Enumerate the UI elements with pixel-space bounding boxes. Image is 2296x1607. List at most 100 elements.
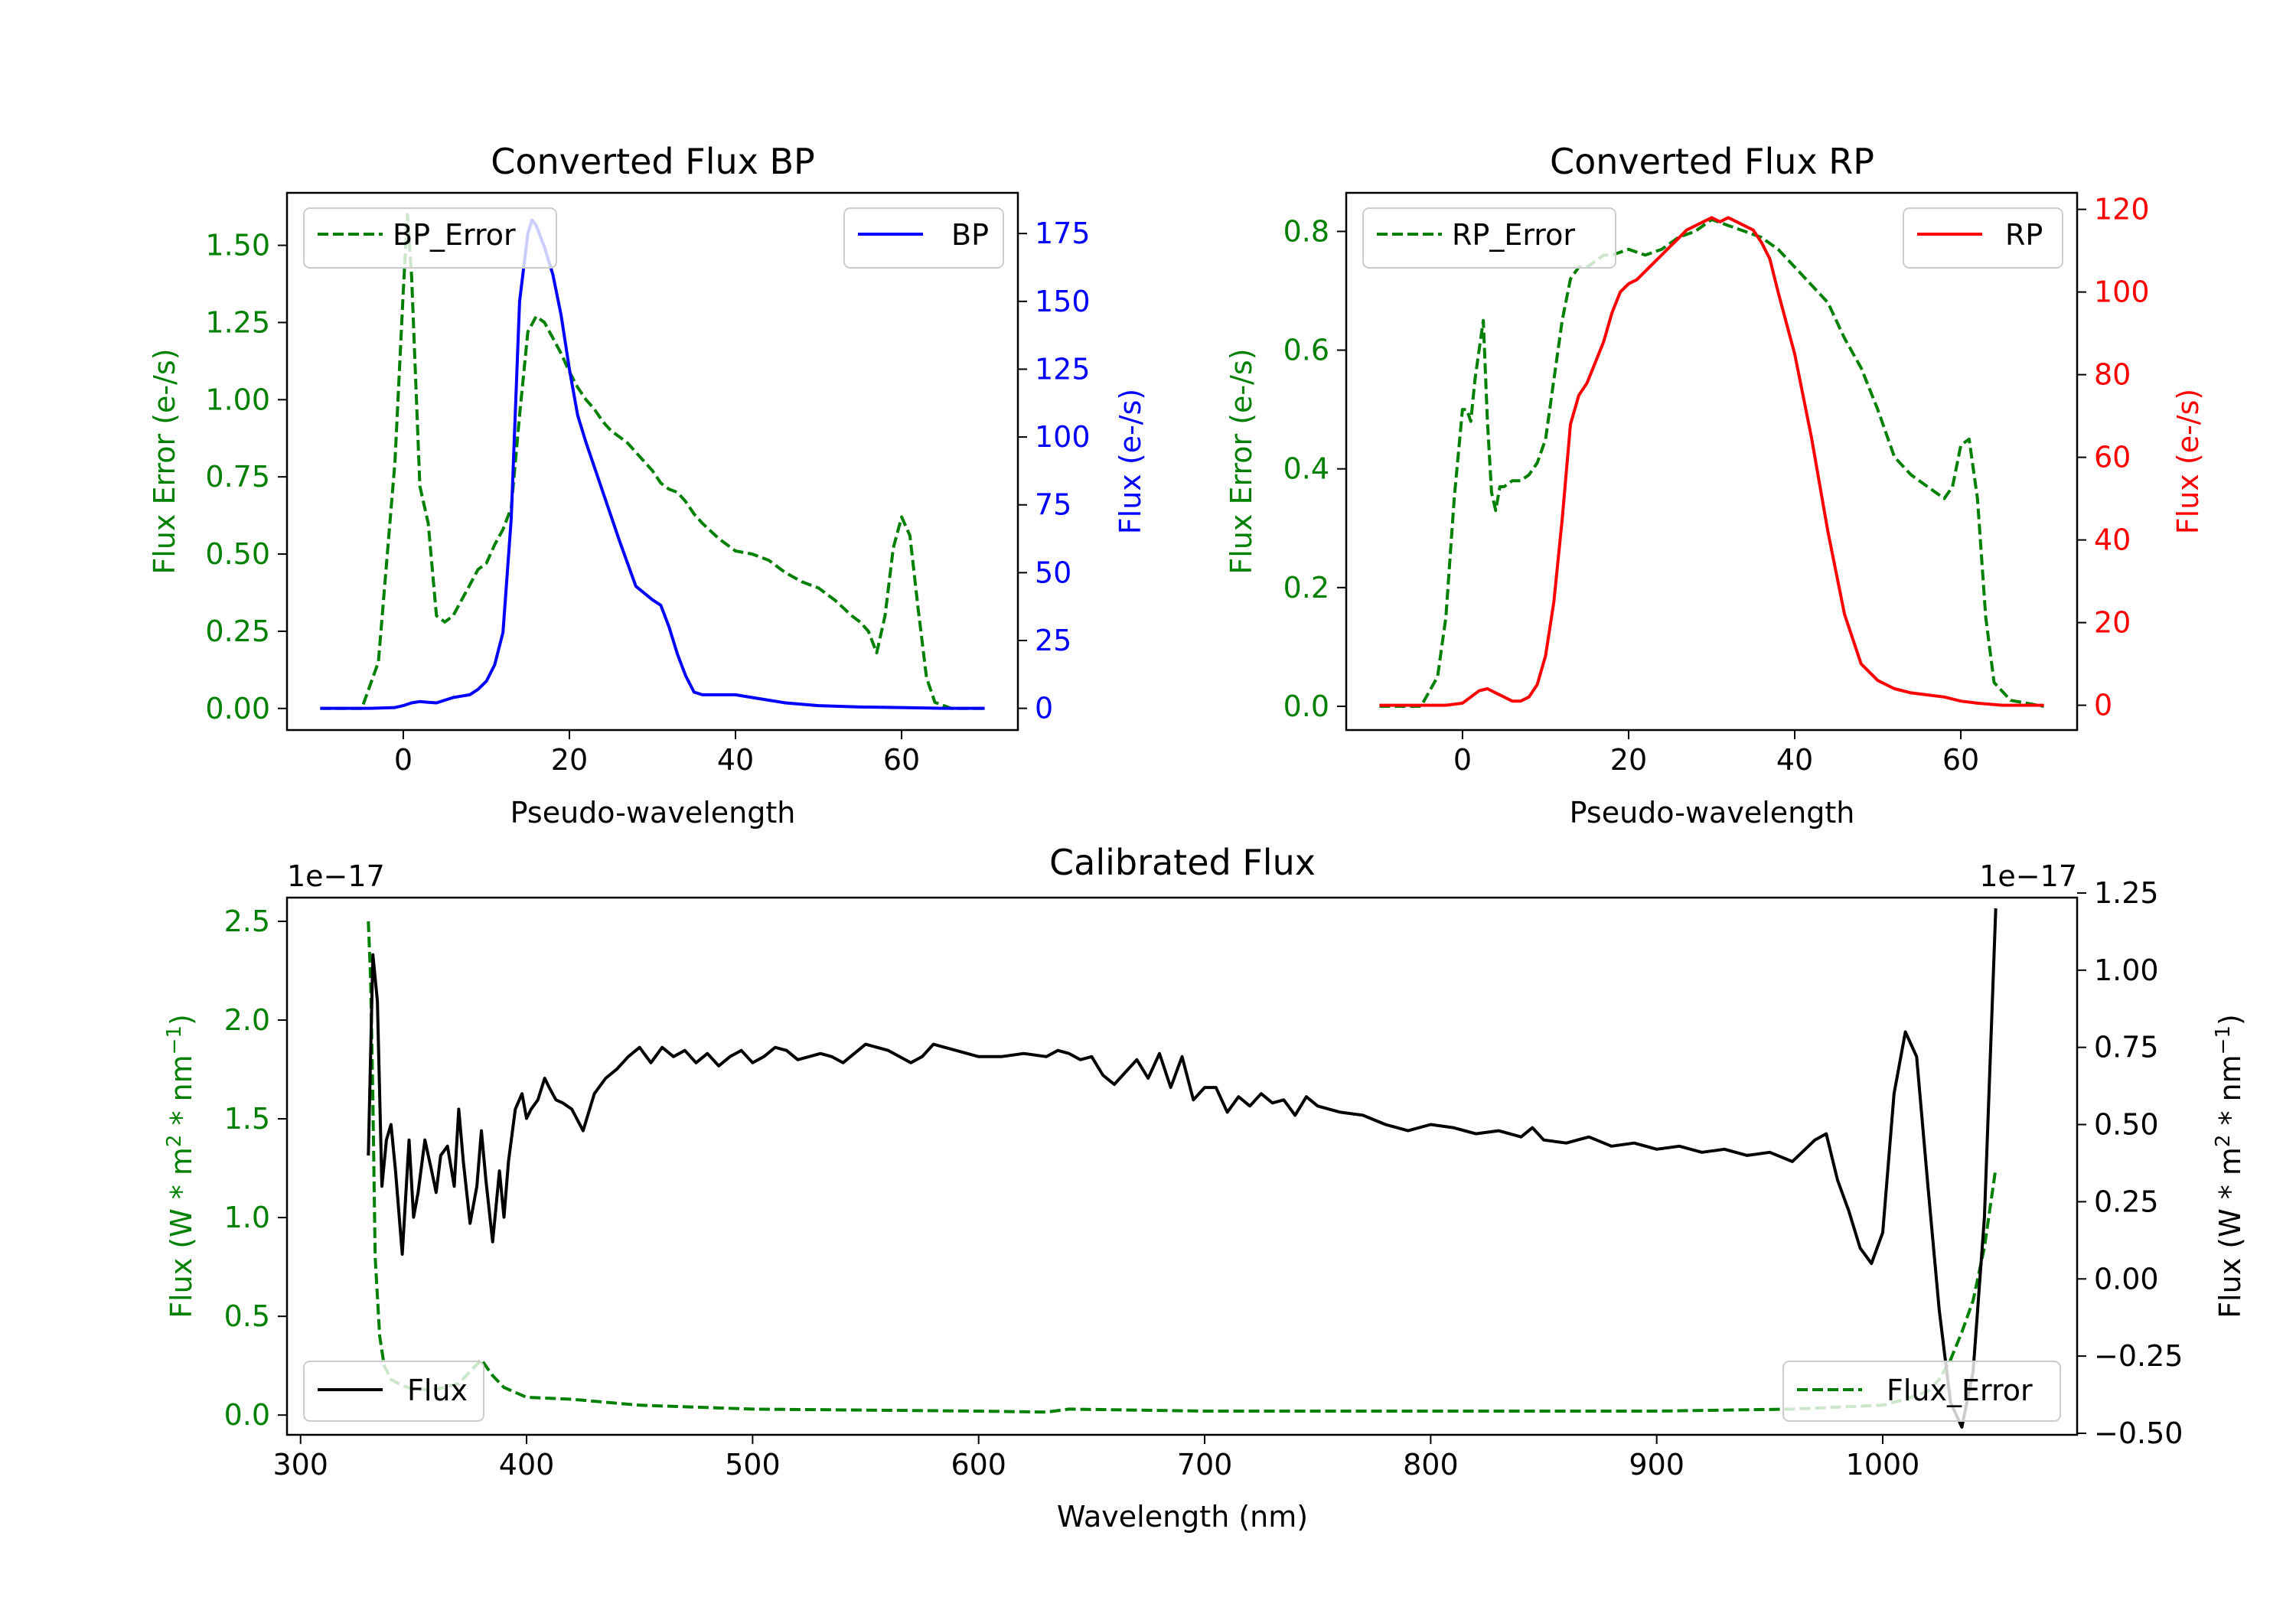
cal-ytick-right-label: −0.50 xyxy=(2094,1416,2183,1450)
cal-ylabel-left: Flux (W * m2 * nm−1) xyxy=(163,1014,198,1319)
cal-ytick-right-label: 0.00 xyxy=(2094,1262,2159,1296)
bp-legend-error: BP_Error xyxy=(303,207,557,269)
cal-legend-error: Flux_Error xyxy=(1782,1361,2061,1422)
bp-lines xyxy=(320,213,985,710)
rp-ytick-left-label: 0.2 xyxy=(1283,571,1329,605)
rp-legend-error: RP_Error xyxy=(1362,207,1616,269)
bp-ytick-right-label: 150 xyxy=(1035,285,1091,318)
bp-ytick-right-label: 75 xyxy=(1035,488,1071,522)
cal-panel: Calibrated Flux 1e−17 1e−17 300 400 500 600… xyxy=(163,842,2247,1534)
bp-legend-flux-box xyxy=(843,207,1004,269)
cal-series-flux-error xyxy=(367,921,1998,1414)
rp-title: Converted Flux RP xyxy=(1550,141,1874,182)
bp-xtick-label: 60 xyxy=(883,743,920,777)
rp-legend-flux-label: RP xyxy=(2005,218,2043,252)
cal-ytick-left-label: 2.5 xyxy=(224,905,270,938)
cal-ytick-right-label: 1.00 xyxy=(2094,953,2159,987)
cal-offset-right: 1e−17 xyxy=(1979,859,2077,893)
cal-xtick-label: 600 xyxy=(951,1448,1006,1482)
bp-ytick-right-label: 100 xyxy=(1035,420,1091,454)
cal-series-flux xyxy=(367,908,1998,1429)
bp-legend-flux: BP xyxy=(843,207,1004,269)
rp-ytick-left-label: 0.0 xyxy=(1283,689,1329,723)
cal-xtick-label: 700 xyxy=(1177,1448,1233,1482)
rp-xlabel: Pseudo-wavelength xyxy=(1570,796,1855,830)
rp-axes-frame xyxy=(1345,191,2079,732)
rp-legend-error-box xyxy=(1362,207,1616,269)
rp-ylabel-right: Flux (e-/s) xyxy=(2171,389,2205,534)
bp-ytick-right-label: 50 xyxy=(1035,556,1071,589)
rp-xtick-label: 40 xyxy=(1776,743,1813,777)
rp-ticks: 0 20 40 60 0.0 0.2 0.4 0.6 0.8 0 20 40 60 80 100 120 xyxy=(1283,193,2150,777)
bp-panel: Converted Flux BP 0 20 40 60 0.00 0.25 0.50 0.7… xyxy=(148,141,1147,830)
rp-ytick-right-label: 60 xyxy=(2094,441,2131,474)
cal-ytick-right-label: 1.25 xyxy=(2094,876,2159,910)
bp-ytick-left-label: 1.00 xyxy=(205,383,270,416)
bp-series-bp xyxy=(320,218,985,710)
bp-ytick-right-label: 0 xyxy=(1035,692,1053,725)
bp-xlabel: Pseudo-wavelength xyxy=(510,796,796,830)
cal-title: Calibrated Flux xyxy=(1049,842,1316,883)
rp-ytick-right-label: 40 xyxy=(2094,523,2131,557)
bp-xtick-label: 20 xyxy=(551,743,588,777)
cal-legend-flux-box xyxy=(303,1361,484,1422)
cal-lines xyxy=(367,908,1998,1429)
bp-ytick-right-label: 175 xyxy=(1035,217,1091,250)
rp-ytick-right-label: 80 xyxy=(2094,358,2131,392)
bp-series-bp-error xyxy=(320,213,985,710)
rp-xtick-label: 0 xyxy=(1453,743,1472,777)
rp-lines xyxy=(1379,216,2044,708)
cal-xtick-label: 900 xyxy=(1629,1448,1684,1482)
bp-title: Converted Flux BP xyxy=(491,141,815,182)
cal-xtick-label: 300 xyxy=(272,1448,328,1482)
cal-xtick-label: 800 xyxy=(1403,1448,1459,1482)
bp-ticks: 0 20 40 60 0.00 0.25 0.50 0.75 1.00 1.25 1.50 0 25 50… xyxy=(205,217,1090,777)
cal-legend-flux-label: Flux xyxy=(407,1374,468,1407)
cal-offset-left: 1e−17 xyxy=(287,859,385,893)
cal-ticks: 300 400 500 600 700 800 900 1000 0.0 0.5 1.0 1.5 2.0… xyxy=(224,876,2183,1482)
cal-legend-error-label: Flux_Error xyxy=(1887,1374,2033,1407)
cal-ylabel-right: Flux (W * m2 * nm−1) xyxy=(2212,1014,2247,1319)
rp-legend-flux: RP xyxy=(1903,207,2063,269)
rp-ytick-left-label: 0.4 xyxy=(1283,452,1329,486)
cal-ytick-right-label: 0.75 xyxy=(2094,1031,2159,1064)
bp-ytick-left-label: 0.00 xyxy=(205,692,270,725)
cal-ytick-right-label: −0.25 xyxy=(2094,1339,2183,1373)
cal-legend-flux: Flux xyxy=(303,1361,484,1422)
bp-ytick-right-label: 125 xyxy=(1035,352,1091,386)
rp-ytick-right-label: 0 xyxy=(2094,689,2112,722)
cal-xlabel: Wavelength (nm) xyxy=(1057,1500,1308,1534)
bp-ylabel-right: Flux (e-/s) xyxy=(1114,389,1147,534)
cal-ytick-right-label: 0.25 xyxy=(2094,1185,2159,1218)
bp-ytick-left-label: 0.25 xyxy=(205,614,270,648)
rp-ytick-right-label: 20 xyxy=(2094,606,2131,640)
rp-xtick-label: 60 xyxy=(1942,743,1979,777)
rp-xtick-label: 20 xyxy=(1610,743,1647,777)
bp-axes-frame xyxy=(285,191,1019,732)
cal-xtick-label: 1000 xyxy=(1846,1448,1920,1482)
cal-ytick-left-label: 1.5 xyxy=(224,1102,270,1136)
bp-ylabel-left: Flux Error (e-/s) xyxy=(148,348,181,574)
rp-legend-flux-box xyxy=(1903,207,2063,269)
cal-xtick-label: 500 xyxy=(725,1448,781,1482)
cal-xtick-label: 400 xyxy=(499,1448,555,1482)
bp-legend-error-label: BP_Error xyxy=(393,218,516,252)
cal-ytick-left-label: 1.0 xyxy=(224,1201,270,1234)
bp-ytick-left-label: 0.50 xyxy=(205,537,270,571)
cal-ytick-right-label: 0.50 xyxy=(2094,1108,2159,1142)
rp-ytick-right-label: 100 xyxy=(2094,275,2150,309)
bp-ytick-left-label: 1.50 xyxy=(205,229,270,262)
cal-ytick-left-label: 2.0 xyxy=(224,1003,270,1037)
cal-legend-error-box xyxy=(1782,1361,2061,1422)
rp-series-rp-error xyxy=(1379,217,2044,708)
bp-ytick-left-label: 1.25 xyxy=(205,305,270,339)
bp-xtick-label: 0 xyxy=(394,743,413,777)
rp-legend-error-label: RP_Error xyxy=(1452,218,1575,252)
rp-series-rp xyxy=(1379,216,2044,707)
bp-legend-flux-label: BP xyxy=(951,218,989,252)
bp-ytick-left-label: 0.75 xyxy=(205,460,270,494)
cal-axes-frame xyxy=(285,896,2079,1436)
cal-ytick-left-label: 0.0 xyxy=(224,1398,270,1432)
rp-ytick-left-label: 0.8 xyxy=(1283,214,1329,248)
